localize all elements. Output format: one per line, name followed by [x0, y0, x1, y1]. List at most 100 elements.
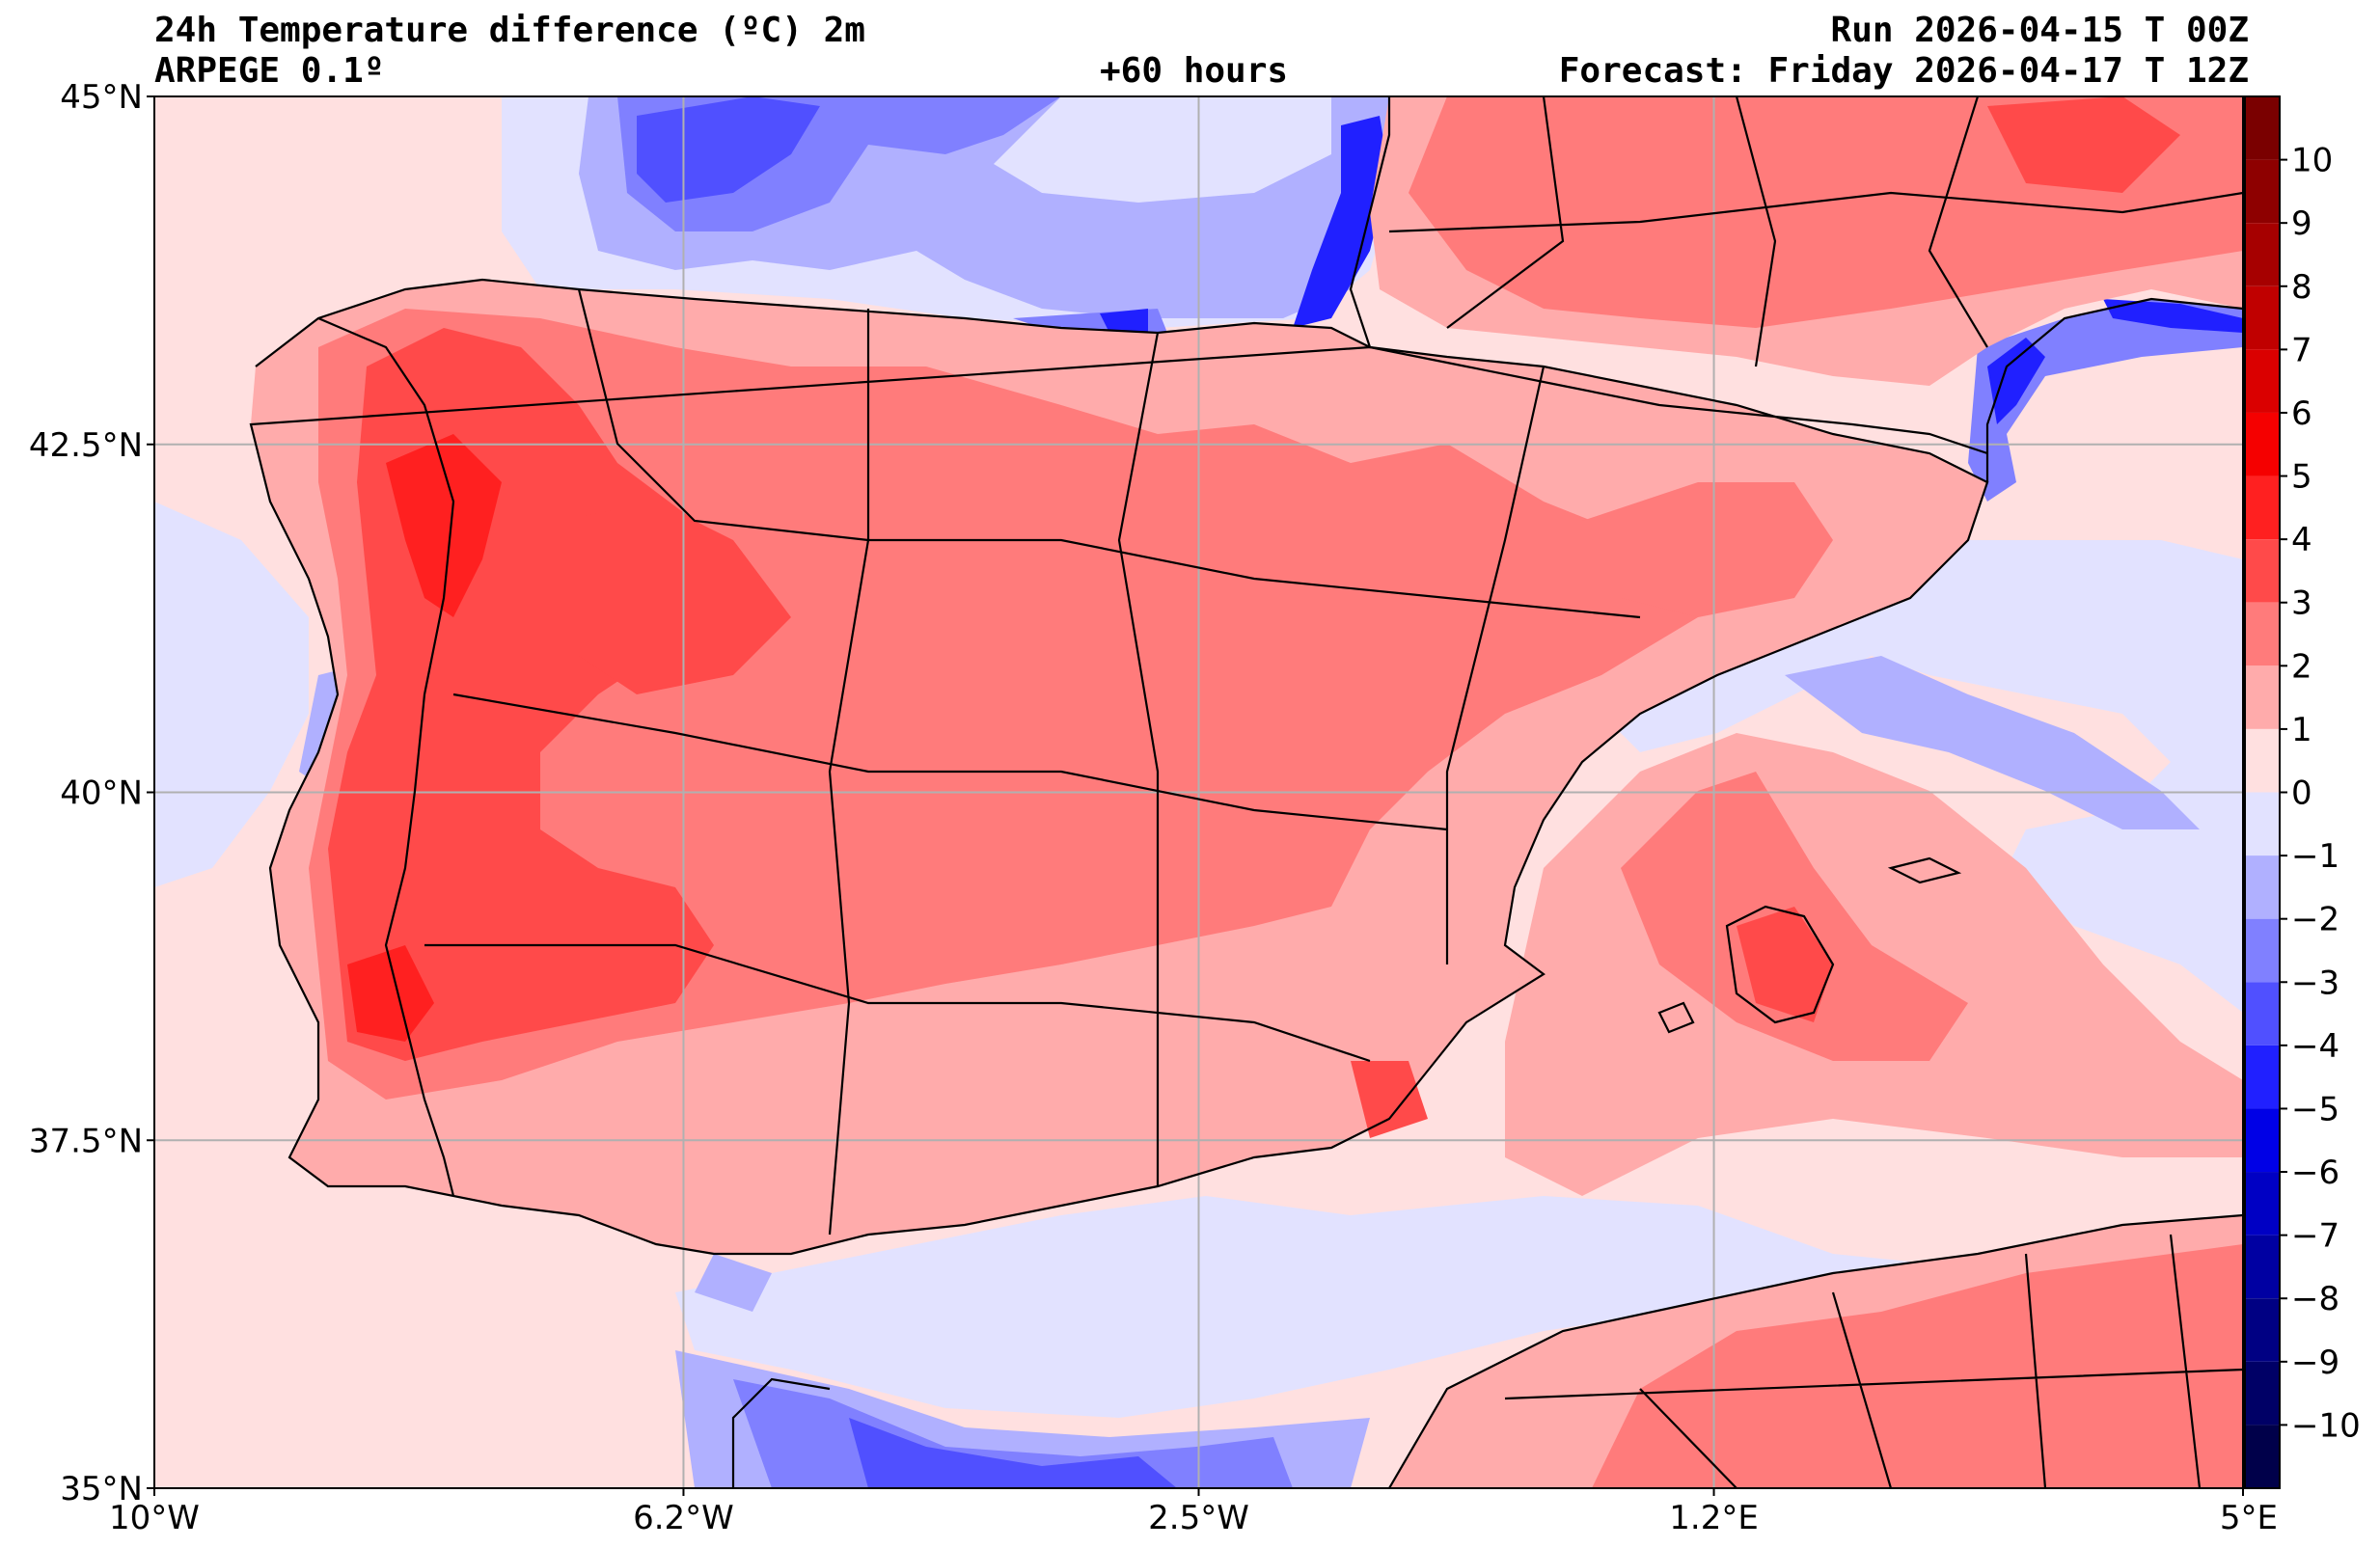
lon-tick-label: 10°W [109, 1499, 200, 1537]
colorbar-tick-label: 8 [2291, 268, 2312, 307]
menorca-coast [1887, 856, 1962, 884]
colorbar-tick-label: −5 [2291, 1090, 2339, 1128]
lat-tick-labels: 45°N 42.5°N 40°N 37.5°N 35°N [29, 78, 154, 1508]
landes-coast-blue [1293, 116, 1389, 328]
colorbar-band [2245, 1361, 2280, 1426]
lat-tick-label: 42.5°N [29, 426, 143, 465]
colorbar-band [2245, 792, 2280, 856]
colorbar-band [2245, 1108, 2280, 1173]
colorbar-tick-label: −1 [2291, 837, 2339, 876]
lead-time-label: +60 hours [1100, 51, 1289, 91]
balearic-light-blue [1785, 656, 2200, 829]
colorbar-band [2245, 602, 2280, 666]
colorbar-band [2245, 349, 2280, 413]
forecast-valid-label: Forecast: Friday 2026-04-17 T 12Z [1558, 51, 2249, 91]
morocco-coast-deep [849, 1418, 1177, 1488]
map-title: 24h Temperature difference (ºC) 2m [154, 11, 865, 50]
region-lines-3 [424, 943, 1371, 1063]
lon-tick-label: 5°E [2220, 1499, 2278, 1537]
lat-tick-label: 37.5°N [29, 1122, 143, 1160]
region-lines-6 [1445, 366, 1546, 964]
gulf-of-lion-deep [1987, 338, 2045, 424]
colorbar-tick-label: −4 [2291, 1027, 2339, 1066]
colorbar-band [2245, 855, 2280, 919]
cold-anomaly-areas [154, 96, 2243, 1488]
colorbar-band [2245, 285, 2280, 350]
colorbar-tick-label: −6 [2291, 1154, 2339, 1192]
atlantic-pale-blue [154, 502, 309, 887]
colorbar-band [2245, 1235, 2280, 1299]
colorbar-band [2245, 918, 2280, 983]
colorbar-tick-label: 5 [2291, 458, 2312, 497]
galicia-hot [386, 434, 502, 617]
region-lines-5 [1117, 332, 1160, 1186]
morocco-coast [731, 1377, 831, 1488]
colorbar-band [2245, 1045, 2280, 1109]
africa-red [1592, 1244, 2243, 1488]
lon-tick-label: 2.5°W [1148, 1499, 1249, 1537]
ibiza-coast [1657, 1001, 1695, 1034]
france-hot [1987, 96, 2180, 193]
colorbar-band [2245, 475, 2280, 540]
colorbar-band [2245, 223, 2280, 286]
colorbar-tick-label: 3 [2291, 584, 2312, 623]
colorbar-band [2245, 728, 2280, 793]
colorbar-band [2245, 96, 2280, 160]
colorbar-tick-label: 6 [2291, 394, 2312, 433]
alboran-pale-blue [675, 1196, 1929, 1418]
france-region-lines [1388, 96, 2243, 367]
colorbar-band [2245, 982, 2280, 1046]
cantabrian-deep [1100, 309, 1148, 333]
colorbar-tick-label: −8 [2291, 1280, 2339, 1318]
ebro-valley-red [1582, 482, 1833, 617]
colorbar-tick-label: 10 [2291, 142, 2333, 180]
colorbar-band [2245, 1298, 2280, 1362]
region-lines-4 [828, 309, 870, 1236]
region-lines-2 [452, 693, 1448, 831]
colorbar-band [2245, 159, 2280, 224]
colorbar-band [2245, 1425, 2280, 1488]
cadiz-light-blue [695, 1254, 772, 1312]
mallorca-red [1737, 907, 1833, 1022]
africa-region-lines [1504, 1234, 2243, 1488]
alentejo-hot [347, 945, 434, 1042]
colorbar-tick-label: −3 [2291, 964, 2339, 1002]
region-lines-1 [577, 288, 1641, 619]
borders [249, 96, 2243, 1488]
africa-coast [1388, 1213, 2243, 1488]
colorbar-tick-label: −9 [2291, 1344, 2339, 1382]
colorbar-tick-label: 9 [2291, 204, 2312, 243]
colorbar-tick-label: −10 [2291, 1406, 2361, 1445]
colorbar-tick-label: 7 [2291, 331, 2312, 369]
colorbar-tick-label: 4 [2291, 521, 2312, 559]
run-label: Run 2026-04-15 T 00Z [1830, 11, 2249, 50]
colorbar-band [2245, 1172, 2280, 1236]
biscay-inner-pale [994, 96, 1331, 203]
warm-anomaly-areas [309, 96, 2243, 1488]
colorbar-tick-label: 0 [2291, 774, 2312, 813]
colorbar-band [2245, 539, 2280, 603]
france-atlantic-coast [1349, 96, 1391, 348]
lat-tick-label: 35°N [60, 1470, 143, 1508]
portugal-border [317, 316, 455, 1197]
france-med-coast [1985, 297, 2243, 482]
lat-tick-label: 45°N [60, 78, 143, 117]
model-label: ARPEGE 0.1º [154, 51, 385, 91]
pyrenees-border [1369, 345, 1988, 455]
mallorca-coast [1725, 905, 1835, 1024]
colorbar-tick-label: −2 [2291, 901, 2339, 939]
colorbar-tick-label: 1 [2291, 711, 2312, 749]
lon-tick-labels: 10°W 6.2°W 2.5°W 1.2°E 5°E [109, 1488, 2278, 1537]
murcia-red [1351, 1061, 1428, 1138]
lat-tick-label: 40°N [60, 774, 143, 813]
colorbar-band [2245, 412, 2280, 476]
duero-red [560, 502, 791, 694]
colorbar-band [2245, 665, 2280, 729]
colorbar-tick-label: −7 [2291, 1217, 2339, 1256]
lon-tick-label: 6.2°W [633, 1499, 734, 1537]
ligurian-deep [2103, 299, 2243, 333]
colorbar-tick-label: 2 [2291, 647, 2312, 686]
lon-tick-label: 1.2°E [1669, 1499, 1759, 1537]
